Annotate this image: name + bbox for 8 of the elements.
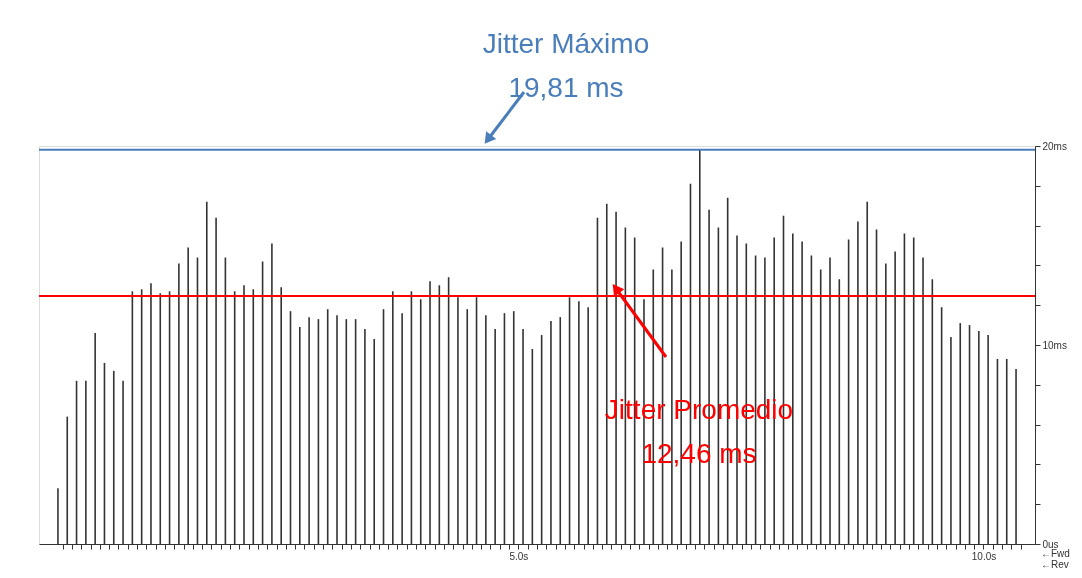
ref-line-label: Jitter Máximo 19,81 ms [482,28,650,103]
y-tick-label: 0us [1042,538,1059,550]
text: ←Rev [1041,559,1069,570]
x-tick-label: 10.0s [971,550,997,562]
x-tick-label: 5.0s [509,550,529,562]
y-tick-label: 20ms [1042,140,1067,152]
y-tick-label: 10ms [1042,339,1067,351]
text: ←Fwd [1041,548,1070,559]
